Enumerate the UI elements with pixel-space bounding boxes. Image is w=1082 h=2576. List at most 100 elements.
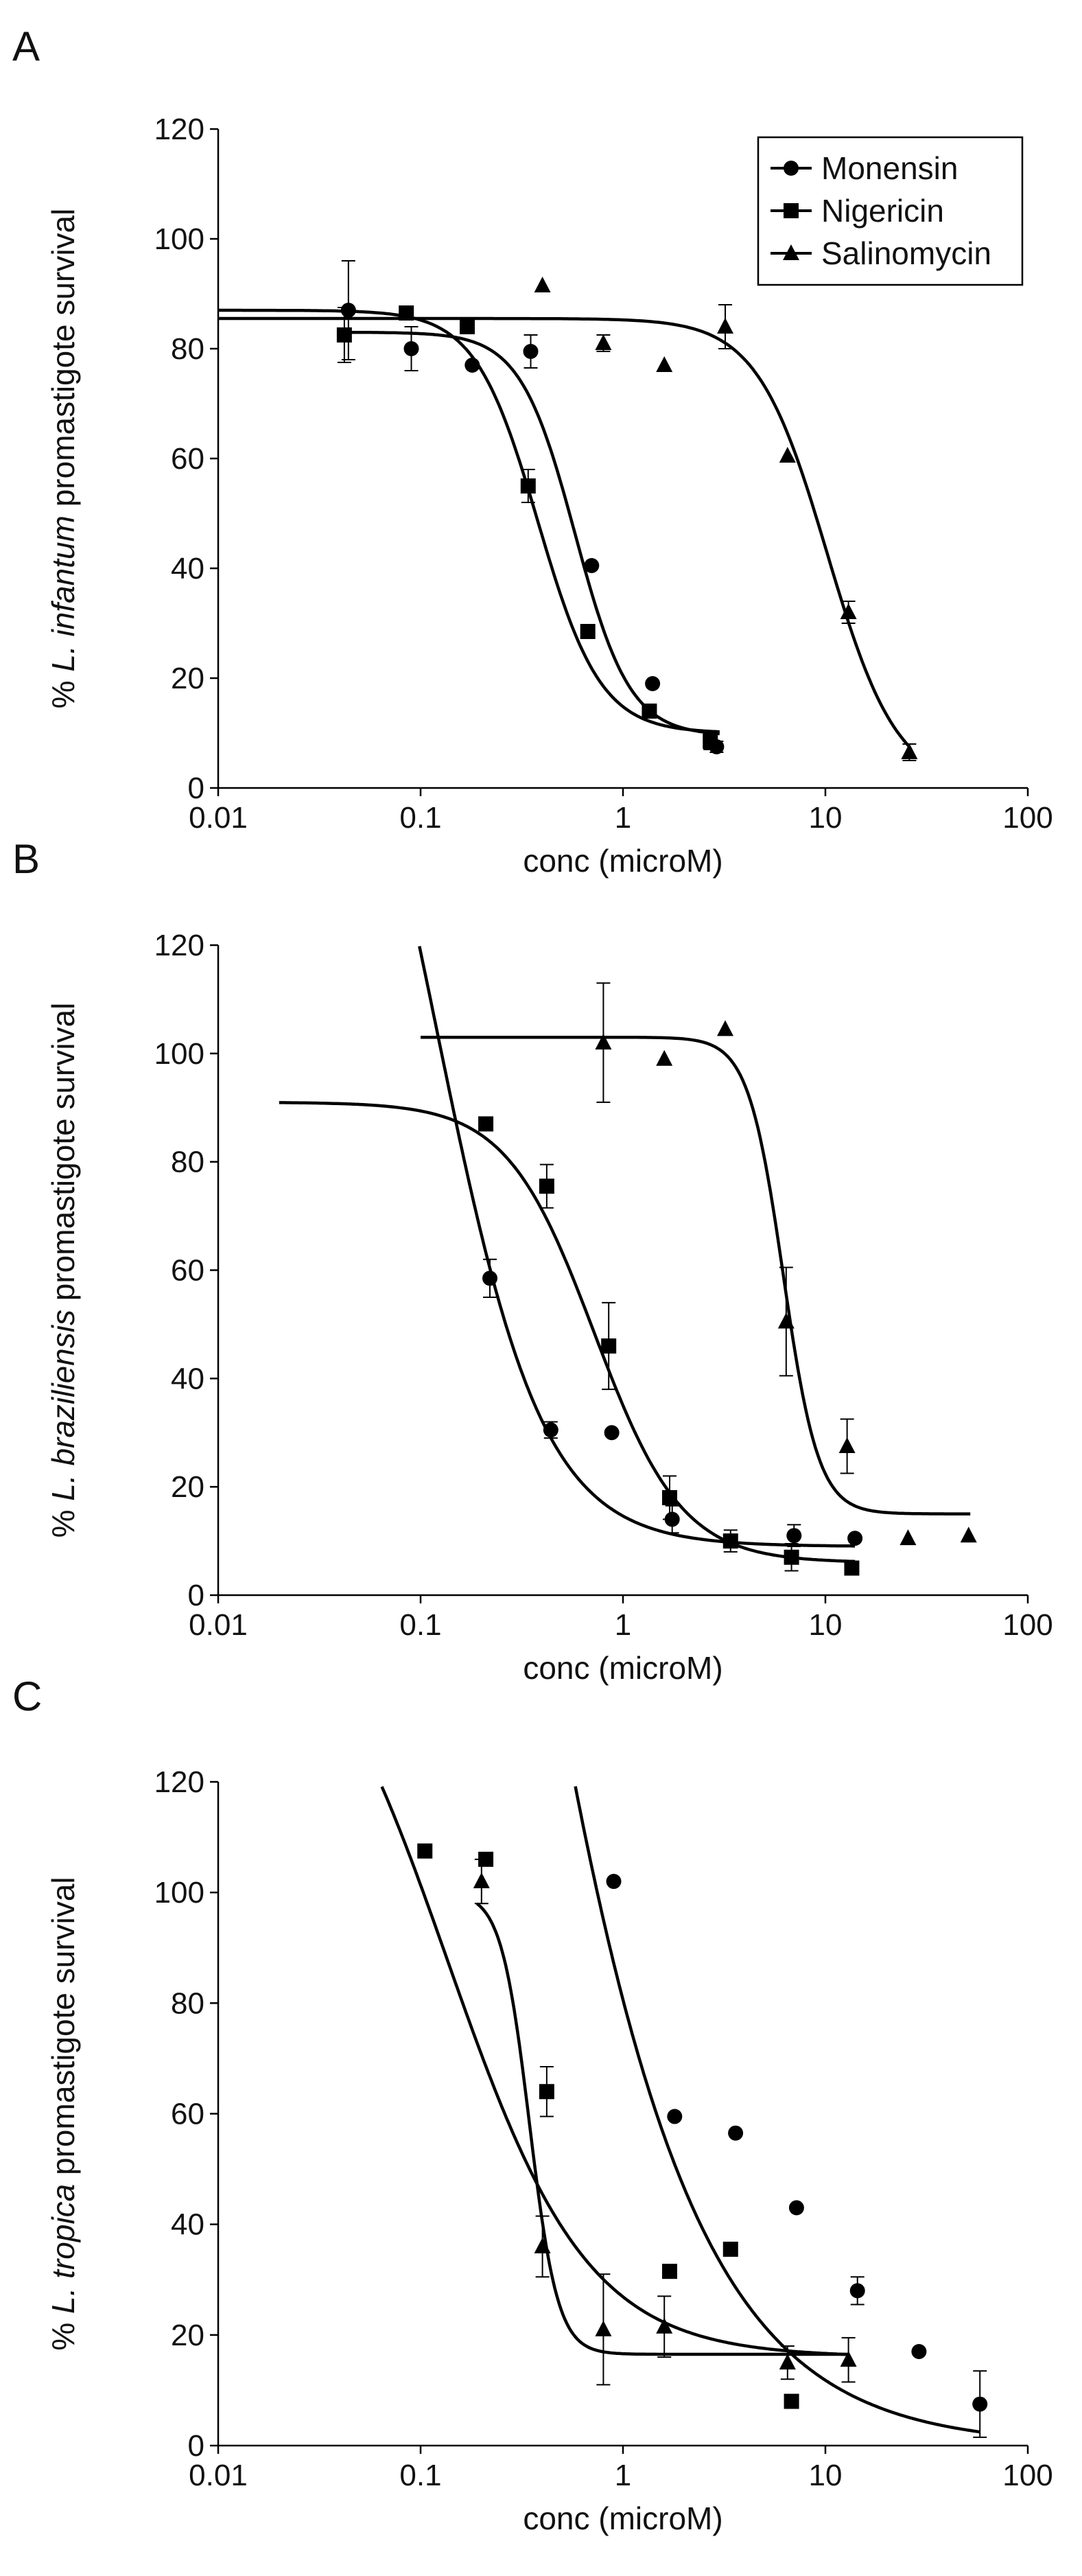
data-point-monensin	[403, 341, 419, 356]
data-point-salinomycin	[717, 1020, 734, 1036]
data-point-monensin	[523, 344, 539, 359]
y-tick-label: 0	[188, 2429, 204, 2463]
y-tick-label: 100	[154, 1876, 204, 1910]
data-points	[336, 260, 918, 761]
data-point-salinomycin	[595, 334, 612, 350]
x-tick-label: 10	[809, 801, 843, 835]
data-point-nigericin	[539, 2084, 554, 2100]
y-axis-title-prefix: %	[45, 2314, 81, 2351]
data-point-nigericin	[661, 2264, 677, 2279]
x-tick-label: 1	[615, 2459, 631, 2492]
y-tick-label: 120	[154, 113, 204, 146]
legend-label: Nigericin	[821, 193, 944, 229]
data-point-nigericin	[642, 704, 657, 719]
data-point-nigericin	[784, 2393, 799, 2409]
y-tick-label: 0	[188, 1579, 204, 1612]
x-tick-label: 10	[809, 2459, 843, 2492]
panel-a: A % L. infantum promastigote survival co…	[12, 23, 1053, 879]
y-axis-title-suffix: promastigote survival	[45, 209, 81, 515]
legend-item: Salinomycin	[771, 235, 991, 271]
panel-b: B % L. braziliensis promastigote surviva…	[12, 836, 1053, 1686]
fit-curve-salinomycin	[218, 316, 911, 748]
data-point-nigericin	[399, 305, 414, 321]
y-axis-title: % L. braziliensis promastigote survival	[45, 1003, 81, 1538]
data-point-nigericin	[539, 1179, 554, 1194]
legend-label: Salinomycin	[821, 235, 991, 271]
legend-marker-salinomycin	[783, 244, 799, 260]
y-tick-label: 100	[154, 1037, 204, 1071]
y-tick-label: 60	[171, 442, 204, 476]
data-point-salinomycin	[777, 1312, 795, 1329]
y-tick-label: 120	[154, 1765, 204, 1799]
fit-curve-nigericin	[218, 308, 720, 734]
data-point-salinomycin	[534, 277, 551, 292]
fit-curve-salinomycin	[475, 1902, 849, 2356]
data-point-salinomycin	[838, 1437, 856, 1453]
data-point-salinomycin	[656, 356, 673, 372]
data-point-nigericin	[478, 1116, 494, 1132]
axis-ticks: 0 20 40 60 80 100 120 0.01 0.1 1 10 100	[154, 929, 1053, 1642]
x-tick-label: 10	[809, 1608, 843, 1642]
x-tick-label: 0.01	[189, 801, 248, 835]
panel-letter: C	[12, 1673, 42, 1719]
x-axis-title: conc (microM)	[523, 1650, 722, 1686]
panel-letter: B	[12, 836, 40, 882]
data-point-salinomycin	[840, 2351, 857, 2367]
data-point-salinomycin	[717, 318, 734, 334]
panel-letter: A	[12, 23, 40, 69]
y-axis-title: % L. tropica promastigote survival	[45, 1877, 81, 2350]
legend-label: Monensin	[821, 150, 958, 186]
y-axis-title-species: L. braziliensis	[45, 1310, 81, 1501]
y-tick-label: 100	[154, 222, 204, 256]
data-point-nigericin	[722, 1533, 738, 1549]
x-tick-label: 100	[1002, 801, 1052, 835]
y-tick-label: 120	[154, 929, 204, 962]
fit-curves	[380, 1786, 980, 2434]
y-tick-label: 80	[171, 1986, 204, 2020]
x-tick-label: 1	[615, 801, 631, 835]
y-tick-label: 20	[171, 662, 204, 695]
x-tick-label: 100	[1002, 2459, 1052, 2492]
data-point-monensin	[667, 2109, 683, 2124]
y-axis-title-prefix: %	[45, 672, 81, 709]
legend-item: Monensin	[771, 150, 958, 186]
data-point-monensin	[464, 358, 480, 373]
y-axis-title-species: L. infantum	[45, 515, 81, 672]
x-tick-label: 0.1	[399, 1608, 441, 1642]
fit-curve-salinomycin	[421, 1035, 971, 1516]
data-point-salinomycin	[473, 1872, 490, 1889]
data-point-monensin	[849, 2283, 865, 2299]
data-point-monensin	[786, 1528, 802, 1544]
data-point-monensin	[604, 1425, 620, 1441]
data-point-monensin	[728, 2125, 744, 2141]
data-points	[478, 982, 977, 1576]
data-point-salinomycin	[595, 1034, 612, 1050]
y-tick-label: 0	[188, 771, 204, 805]
data-point-nigericin	[520, 478, 536, 494]
chart-legend: Monensin Nigericin Salinomycin	[757, 136, 1024, 286]
legend-marker-nigericin	[784, 203, 799, 218]
data-point-nigericin	[661, 1489, 677, 1505]
data-point-nigericin	[784, 1549, 799, 1565]
y-tick-label: 20	[171, 1470, 204, 1504]
y-axis-title-suffix: promastigote survival	[45, 1877, 81, 2183]
y-tick-label: 60	[171, 1254, 204, 1288]
data-point-monensin	[584, 558, 600, 573]
y-axis-title-species: L. tropica	[45, 2184, 81, 2314]
data-point-salinomycin	[595, 2320, 612, 2336]
fit-curve-monensin	[574, 1786, 980, 2434]
y-tick-label: 40	[171, 2208, 204, 2242]
legend-item: Nigericin	[771, 193, 944, 229]
data-point-nigericin	[722, 2241, 738, 2257]
x-axis-title: conc (microM)	[523, 843, 722, 879]
y-tick-label: 20	[171, 2319, 204, 2352]
y-tick-label: 40	[171, 1362, 204, 1395]
fit-curves	[218, 308, 911, 748]
x-tick-label: 1	[615, 1608, 631, 1642]
data-point-nigericin	[417, 1843, 433, 1859]
data-point-monensin	[606, 1874, 622, 1890]
fit-curve-nigericin	[279, 1101, 856, 1564]
data-point-salinomycin	[779, 447, 796, 463]
data-point-salinomycin	[960, 1527, 977, 1543]
